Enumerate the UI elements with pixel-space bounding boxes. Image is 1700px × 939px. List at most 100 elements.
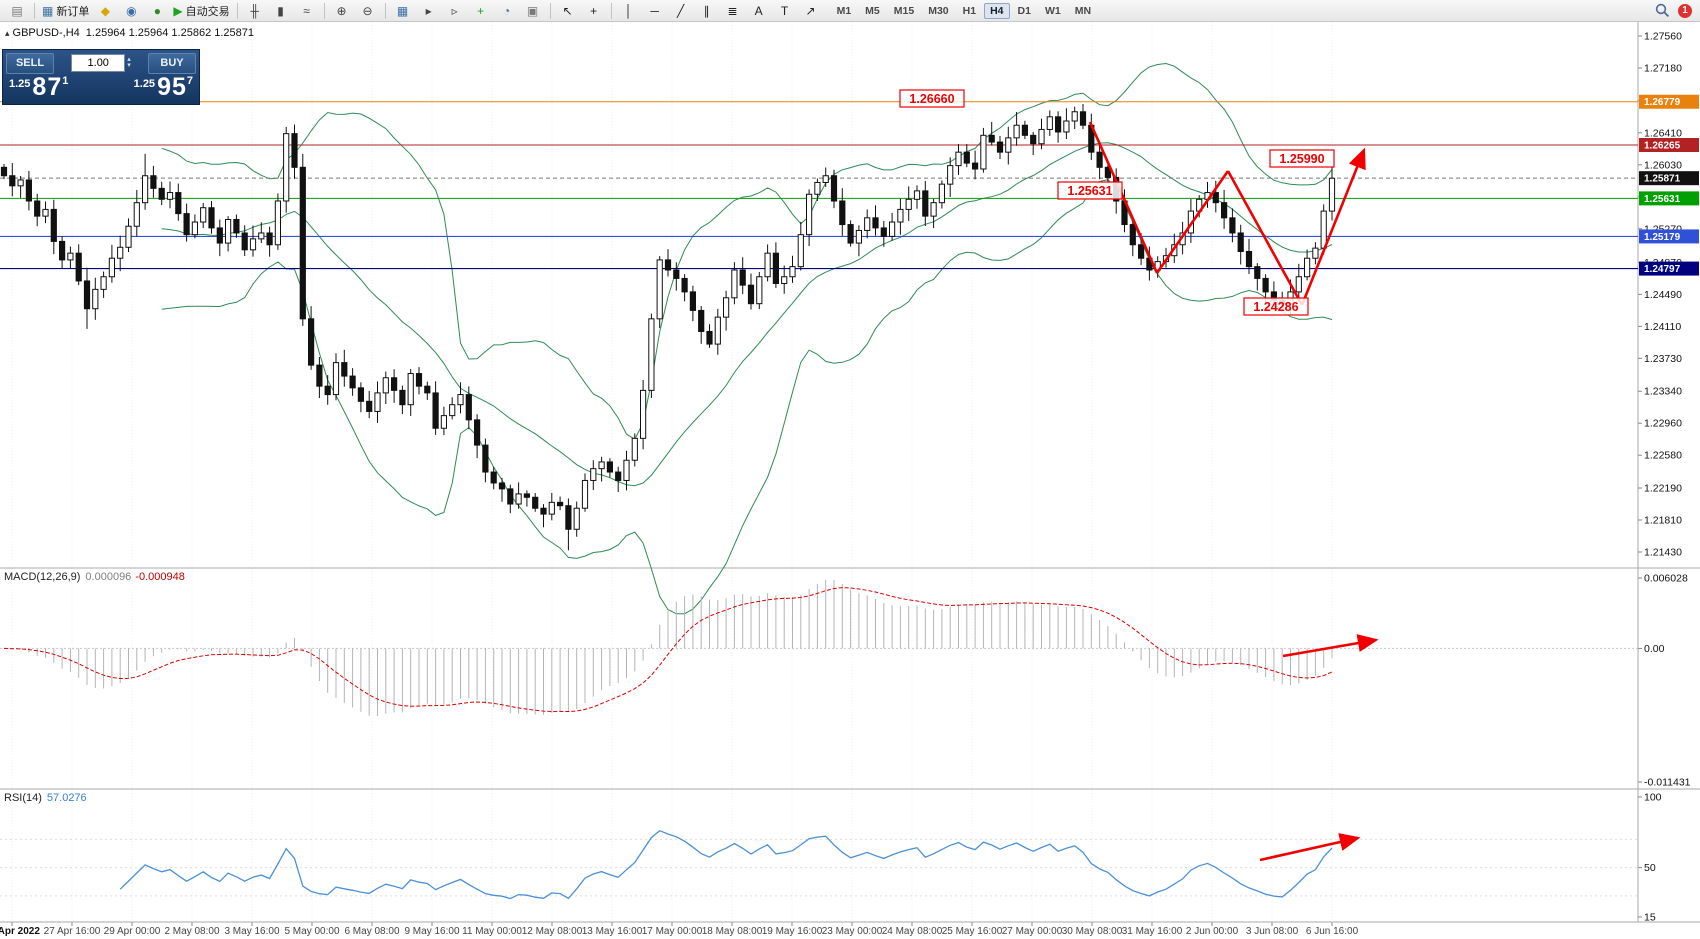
metaeditor-icon[interactable]: ◆ bbox=[92, 1, 118, 21]
line-chart-icon[interactable]: ≈ bbox=[294, 1, 320, 21]
new-chart-icon[interactable]: + bbox=[468, 1, 494, 21]
trendline-icon[interactable]: ╱ bbox=[668, 1, 694, 21]
price-tick-label: 1.22190 bbox=[1644, 483, 1682, 495]
date-label: 26 Apr 2022 bbox=[0, 926, 40, 937]
lot-stepper: ▴ ▾ bbox=[127, 56, 131, 69]
tile-windows-icon[interactable]: ▦ bbox=[390, 1, 416, 21]
lot-size-input[interactable] bbox=[71, 54, 126, 72]
candlestick bbox=[374, 392, 381, 412]
timeframe-m15[interactable]: M15 bbox=[893, 4, 915, 17]
zoom-out-icon[interactable]: ⊖ bbox=[355, 1, 381, 21]
annotation-price-box[interactable] bbox=[1269, 149, 1335, 168]
toolbar-separator bbox=[384, 2, 386, 19]
bollinger-lower bbox=[161, 179, 1333, 615]
macd-trend-arrow[interactable] bbox=[1282, 634, 1379, 658]
arrows-tool-icon[interactable]: ↗ bbox=[798, 1, 824, 21]
channel-icon[interactable]: ∥ bbox=[694, 1, 720, 21]
cursor-icon[interactable]: ↖ bbox=[555, 1, 581, 21]
candlestick bbox=[308, 318, 315, 366]
candlestick bbox=[183, 213, 190, 236]
autotrading-button[interactable]: ▶ 自动交易 bbox=[170, 1, 232, 21]
timeframe-m30[interactable]: M30 bbox=[928, 4, 949, 17]
text-label-icon-glyph: A bbox=[754, 3, 763, 18]
timeframe-mn[interactable]: MN bbox=[1074, 4, 1092, 17]
navigator-icon[interactable]: ◉ bbox=[118, 1, 144, 21]
zoom-in-icon[interactable]: ⊕ bbox=[329, 1, 355, 21]
candlestick bbox=[75, 252, 82, 282]
timeframe-h1[interactable]: H1 bbox=[962, 4, 977, 17]
candlestick bbox=[681, 277, 688, 293]
trend-arrow-line[interactable] bbox=[1088, 121, 1159, 274]
candlestick bbox=[706, 330, 713, 345]
horizontal-line-icon[interactable]: ─ bbox=[642, 1, 668, 21]
trend-arrow-line[interactable] bbox=[1300, 147, 1366, 306]
lot-increase-button[interactable]: ▴ bbox=[127, 56, 131, 63]
toolbar-separator bbox=[610, 2, 612, 19]
auto-scroll-icon[interactable]: ▸ bbox=[416, 1, 442, 21]
vertical-line-icon[interactable]: │ bbox=[616, 1, 642, 21]
candlestick bbox=[889, 221, 896, 237]
date-label: 30 May 08:00 bbox=[1062, 926, 1123, 937]
search-icon[interactable] bbox=[1655, 3, 1670, 18]
pane-separators bbox=[0, 22, 1700, 923]
notification-badge[interactable]: 1 bbox=[1678, 3, 1692, 18]
trend-arrow-line[interactable] bbox=[1226, 170, 1304, 306]
price-tick-label: 1.21810 bbox=[1644, 515, 1682, 527]
macd-value-2: -0.000948 bbox=[135, 571, 185, 583]
sell-button[interactable]: SELL bbox=[6, 52, 54, 74]
toolbar-separator bbox=[549, 2, 551, 19]
collapse-panel-icon[interactable]: ▴ bbox=[5, 28, 10, 38]
date-label: 27 Apr 16:00 bbox=[44, 926, 101, 937]
buy-button[interactable]: BUY bbox=[148, 52, 196, 74]
annotation-price-box[interactable] bbox=[1243, 297, 1309, 316]
candlestick bbox=[1096, 151, 1103, 168]
candlestick bbox=[274, 200, 281, 246]
candlestick bbox=[357, 387, 364, 402]
price-tick-label: 1.24490 bbox=[1644, 289, 1682, 301]
date-label: 23 May 00:00 bbox=[822, 926, 883, 937]
candlestick bbox=[756, 276, 763, 305]
annotation-price-box[interactable] bbox=[1057, 181, 1123, 200]
buy-price[interactable]: 1.25 95 7 bbox=[134, 75, 193, 100]
candlestick bbox=[855, 229, 862, 244]
candlestick bbox=[864, 217, 871, 231]
sell-price-small: 1.25 bbox=[9, 78, 31, 90]
text-label-icon[interactable]: A bbox=[746, 1, 772, 21]
lot-decrease-button[interactable]: ▾ bbox=[127, 62, 131, 69]
period-icon[interactable]: ◔ bbox=[494, 1, 520, 21]
toolbars-icon[interactable]: ▤ bbox=[4, 1, 30, 21]
macd-value-1: 0.000096 bbox=[85, 571, 132, 583]
annotation-price-box[interactable] bbox=[899, 89, 965, 108]
price-axis[interactable]: 1.275601.271801.267901.264101.260301.256… bbox=[1638, 31, 1699, 559]
templates-icon[interactable]: ▣ bbox=[520, 1, 546, 21]
candlestick bbox=[216, 227, 223, 244]
candlestick bbox=[897, 208, 904, 223]
timeframe-h4[interactable]: H4 bbox=[984, 2, 1010, 19]
date-label: 6 May 08:00 bbox=[344, 926, 399, 937]
candlestick bbox=[806, 193, 813, 236]
timeframe-m5[interactable]: M5 bbox=[865, 4, 880, 17]
price-tick-label: 1.23340 bbox=[1644, 386, 1682, 398]
candlestick bbox=[0, 166, 8, 177]
candlestick bbox=[913, 190, 921, 200]
timeframe-w1[interactable]: W1 bbox=[1044, 4, 1061, 17]
market-watch-icon[interactable]: ● bbox=[144, 1, 170, 21]
candlestick bbox=[1129, 224, 1136, 246]
crosshair-icon[interactable]: + bbox=[581, 1, 607, 21]
timeframe-d1[interactable]: D1 bbox=[1017, 4, 1031, 17]
candlestick bbox=[880, 227, 887, 237]
price-tag-label: 1.25631 bbox=[1644, 194, 1681, 205]
bar-chart-icon[interactable]: ╫ bbox=[242, 1, 268, 21]
fibonacci-icon[interactable]: ≣ bbox=[720, 1, 746, 21]
timeframe-m1[interactable]: M1 bbox=[836, 4, 852, 17]
rsi-trend-arrow[interactable] bbox=[1259, 833, 1361, 862]
trend-arrow-line[interactable] bbox=[1155, 170, 1230, 274]
candlestick bbox=[772, 252, 779, 284]
text-tool-icon[interactable]: T bbox=[772, 1, 798, 21]
new-order-button[interactable]: ▦ 新订单 bbox=[39, 1, 92, 21]
sell-price[interactable]: 1.25 87 1 bbox=[9, 75, 68, 100]
candlestick-chart-icon[interactable]: ▮ bbox=[268, 1, 294, 21]
chart-shift-icon[interactable]: ▹ bbox=[442, 1, 468, 21]
